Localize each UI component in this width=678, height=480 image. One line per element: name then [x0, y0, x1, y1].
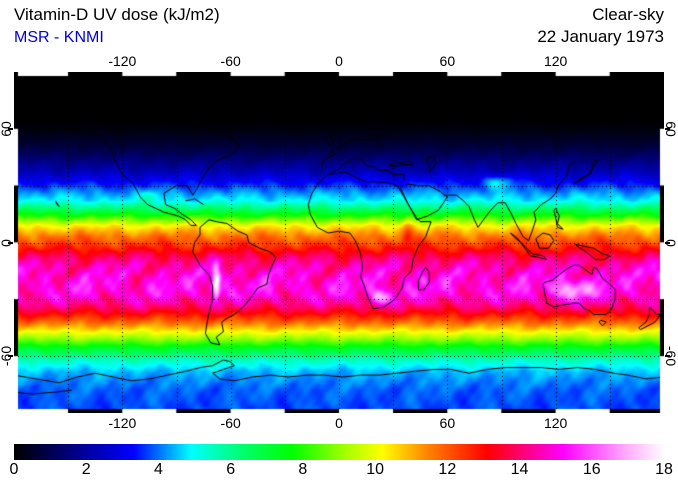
lon-tick-label-top: -120	[108, 53, 137, 69]
lat-tick-mark-left	[8, 127, 13, 130]
lon-tick-label-bottom: 60	[439, 415, 456, 431]
colorbar-tick-label: 14	[510, 461, 529, 478]
lat-tick-mark-left	[8, 355, 13, 358]
colorbar-tick-label: 18	[655, 461, 673, 478]
lon-tick-label-top: 0	[335, 53, 343, 69]
lon-tick-label-top: 60	[439, 53, 456, 69]
colorbar-tick-label: 16	[582, 461, 601, 478]
colorbar-tick-label: 12	[438, 461, 457, 478]
colorbar-tick-label: 10	[366, 461, 385, 478]
lat-tick-mark-left	[8, 241, 13, 244]
colorbar-tick-label: 2	[81, 461, 91, 478]
lon-tick-label-top: 120	[543, 53, 568, 69]
colorbar-tick-label: 4	[153, 461, 163, 478]
source-label: MSR - KNMI	[14, 29, 104, 46]
lat-tick-mark-right	[665, 355, 670, 358]
colorbar-tick-label: 0	[9, 461, 19, 478]
date-label: 22 January 1973	[537, 27, 664, 46]
uv-dose-map-canvas	[14, 72, 664, 413]
lon-tick-label-bottom: 0	[335, 415, 343, 431]
colorbar-tick-label: 6	[226, 461, 236, 478]
lat-tick-mark-right	[665, 127, 670, 130]
lon-tick-label-bottom: -120	[108, 415, 137, 431]
lat-tick-mark-right	[665, 241, 670, 244]
colorbar-tick-label: 8	[298, 461, 308, 478]
condition-label: Clear-sky	[592, 5, 664, 24]
lon-tick-label-bottom: 120	[543, 415, 568, 431]
page-title: Vitamin-D UV dose (kJ/m2)	[14, 5, 220, 24]
colorbar-canvas	[14, 444, 664, 460]
lon-tick-label-top: -60	[220, 53, 241, 69]
lon-tick-label-bottom: -60	[220, 415, 241, 431]
